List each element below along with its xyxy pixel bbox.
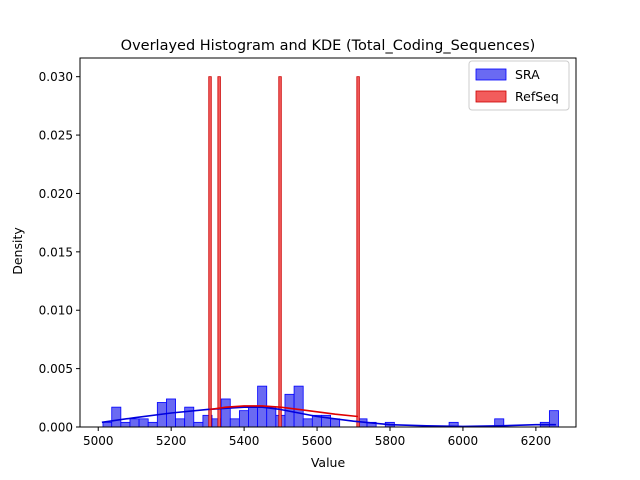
y-tick-label: 0.025 bbox=[39, 129, 73, 143]
bar-sra bbox=[129, 418, 140, 428]
legend-swatch-sra bbox=[475, 68, 507, 81]
plot-area: 5000 5200 5400 5600 5800 6000 6200 0.000 0.005 0.… bbox=[39, 57, 577, 448]
y-tick-label: 0.005 bbox=[39, 362, 73, 376]
x-tick-label: 5400 bbox=[229, 434, 260, 448]
bar-sra bbox=[147, 421, 158, 428]
axes-frame bbox=[79, 57, 577, 428]
bar-sra bbox=[302, 418, 313, 428]
x-tick-label: 6000 bbox=[448, 434, 479, 448]
bar-sra bbox=[330, 418, 341, 428]
y-tick-label: 0.030 bbox=[39, 70, 73, 84]
y-tick-label: 0.010 bbox=[39, 304, 73, 318]
bar-sra bbox=[138, 418, 149, 428]
x-tick-label: 5600 bbox=[302, 434, 333, 448]
x-tick-label: 5200 bbox=[156, 434, 187, 448]
bar-sra bbox=[111, 406, 122, 428]
bar-sra bbox=[175, 418, 186, 428]
bar-sra bbox=[266, 406, 277, 428]
bar-sra bbox=[193, 421, 204, 428]
y-tick-label: 0.000 bbox=[39, 421, 73, 435]
bar-refseq bbox=[278, 76, 282, 428]
x-tick-label: 5800 bbox=[375, 434, 406, 448]
bar-refseq bbox=[217, 76, 221, 428]
y-axis-label: Density bbox=[10, 227, 25, 275]
bar-sra bbox=[248, 406, 259, 428]
bar-sra bbox=[184, 406, 195, 428]
bar-sra bbox=[238, 410, 249, 428]
legend-label-refseq: RefSeq bbox=[515, 89, 559, 104]
bar-sra bbox=[220, 398, 231, 428]
bar-sra bbox=[102, 421, 113, 428]
y-tick-label: 0.020 bbox=[39, 187, 73, 201]
kde-line-sra bbox=[101, 406, 556, 428]
bar-refseq bbox=[356, 76, 360, 428]
x-axis-label: Value bbox=[311, 455, 346, 470]
bar-refseq bbox=[208, 76, 212, 428]
legend-swatch-refseq bbox=[475, 90, 507, 103]
bar-sra bbox=[293, 385, 304, 428]
kde-line-refseq bbox=[209, 405, 358, 418]
x-tick-label: 6200 bbox=[521, 434, 552, 448]
bar-sra bbox=[229, 418, 240, 428]
legend: SRA RefSeq bbox=[468, 60, 570, 111]
chart-title: Overlayed Histogram and KDE (Total_Codin… bbox=[121, 38, 536, 54]
x-tick-label: 5000 bbox=[83, 434, 114, 448]
bar-sra bbox=[120, 421, 131, 428]
legend-label-sra: SRA bbox=[515, 67, 540, 82]
y-tick-label: 0.015 bbox=[39, 245, 73, 259]
